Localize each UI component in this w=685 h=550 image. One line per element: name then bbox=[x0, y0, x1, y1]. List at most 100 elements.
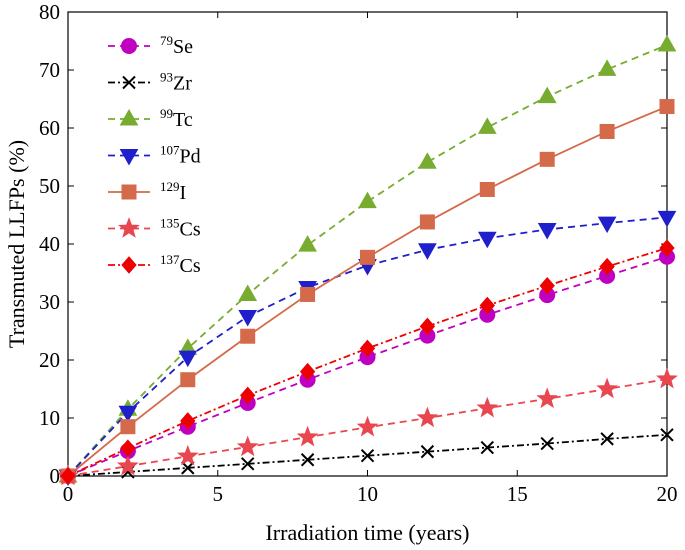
y-tick-label: 60 bbox=[39, 116, 60, 140]
data-point bbox=[360, 448, 375, 463]
data-point bbox=[418, 243, 437, 260]
x-axis-title: Irradiation time (years) bbox=[265, 520, 469, 545]
y-tick-label: 50 bbox=[39, 174, 60, 198]
x-tick-label: 10 bbox=[357, 482, 378, 506]
legend: 79Se 93Zr 99Tc 107Pd 129I 135Cs 137Cs bbox=[108, 33, 201, 277]
data-point bbox=[356, 415, 379, 437]
data-point bbox=[659, 239, 675, 257]
data-point bbox=[238, 310, 258, 327]
data-point bbox=[120, 439, 136, 457]
data-point bbox=[60, 467, 76, 485]
data-point bbox=[240, 328, 256, 344]
data-point bbox=[537, 86, 557, 104]
legend-marker bbox=[122, 75, 136, 90]
data-point bbox=[418, 152, 437, 169]
data-point bbox=[536, 387, 559, 409]
x-tick-label: 5 bbox=[213, 482, 224, 506]
legend-label: 93Zr bbox=[160, 70, 192, 95]
data-point bbox=[360, 249, 375, 265]
legend-label: 107Pd bbox=[160, 143, 201, 168]
data-point bbox=[178, 350, 198, 368]
data-point bbox=[480, 440, 495, 455]
data-point bbox=[299, 362, 316, 381]
series-line bbox=[67, 255, 668, 477]
series-135Cs bbox=[57, 367, 678, 486]
data-point bbox=[479, 296, 495, 315]
plot-area: 0 5 10 15 20 0 10 20 30 40 50 60 70 80 bbox=[39, 0, 678, 506]
data-point bbox=[477, 117, 497, 134]
data-point bbox=[597, 216, 617, 234]
legend-label: 129I bbox=[160, 179, 186, 204]
data-point bbox=[657, 35, 677, 52]
data-point bbox=[477, 231, 497, 249]
data-point bbox=[120, 419, 136, 435]
legend-item: 79Se bbox=[108, 33, 193, 58]
x-tick-label: 0 bbox=[63, 482, 74, 506]
legend-marker bbox=[119, 108, 139, 126]
data-point bbox=[597, 59, 617, 76]
data-point bbox=[599, 123, 615, 139]
y-tick-label: 40 bbox=[39, 232, 60, 256]
y-tick-label: 80 bbox=[39, 0, 60, 24]
legend-item: 129I bbox=[108, 179, 186, 204]
data-point bbox=[476, 396, 499, 418]
legend-item: 135Cs bbox=[108, 216, 201, 241]
series-129I bbox=[60, 99, 675, 484]
legend-label: 79Se bbox=[160, 33, 193, 58]
data-point bbox=[540, 436, 554, 451]
data-point bbox=[596, 377, 618, 399]
data-point bbox=[300, 453, 315, 467]
x-tick-label: 15 bbox=[507, 482, 528, 506]
legend-label: 137Cs bbox=[160, 252, 201, 277]
y-tick-label: 0 bbox=[50, 464, 61, 488]
y-tick-label: 70 bbox=[39, 58, 60, 82]
legend-label: 99Tc bbox=[160, 106, 193, 131]
data-point bbox=[416, 406, 439, 428]
legend-item: 107Pd bbox=[108, 143, 201, 168]
data-point bbox=[298, 235, 317, 252]
data-point bbox=[181, 461, 195, 475]
data-point bbox=[537, 223, 557, 240]
data-point bbox=[659, 99, 675, 115]
y-tick-label: 10 bbox=[39, 406, 60, 430]
data-point bbox=[180, 412, 196, 430]
data-point bbox=[236, 435, 259, 457]
data-point bbox=[539, 277, 555, 295]
data-point bbox=[118, 405, 138, 423]
data-point bbox=[479, 181, 495, 197]
data-point bbox=[359, 339, 376, 358]
data-point bbox=[656, 367, 678, 389]
legend-item: 93Zr bbox=[108, 70, 192, 95]
data-point bbox=[358, 191, 377, 209]
data-point bbox=[240, 386, 256, 405]
plot-frame bbox=[67, 11, 668, 477]
data-point bbox=[176, 444, 199, 466]
data-point bbox=[419, 214, 435, 230]
legend-item: 99Tc bbox=[108, 106, 193, 131]
data-point bbox=[420, 444, 435, 459]
y-axis-title: Transmuted LLFPs (%) bbox=[4, 140, 29, 348]
y-tick-label: 30 bbox=[39, 290, 60, 314]
series-group bbox=[57, 35, 678, 487]
legend-marker bbox=[121, 184, 137, 200]
data-point bbox=[419, 317, 436, 336]
y-tick-label: 20 bbox=[39, 348, 60, 372]
legend-item: 137Cs bbox=[108, 252, 201, 277]
legend-marker bbox=[121, 38, 137, 54]
series-137Cs bbox=[60, 239, 675, 485]
data-point bbox=[180, 372, 196, 388]
data-point bbox=[657, 210, 677, 228]
legend-marker bbox=[121, 256, 137, 274]
data-point bbox=[300, 286, 316, 302]
data-point bbox=[660, 428, 674, 442]
data-point bbox=[117, 454, 139, 476]
series-line bbox=[67, 44, 668, 477]
data-point bbox=[599, 257, 615, 276]
data-point bbox=[296, 425, 319, 447]
data-point bbox=[240, 457, 255, 471]
legend-marker bbox=[119, 149, 139, 166]
legend-marker bbox=[118, 217, 140, 238]
series-79Se bbox=[60, 248, 675, 484]
data-point bbox=[539, 151, 555, 167]
